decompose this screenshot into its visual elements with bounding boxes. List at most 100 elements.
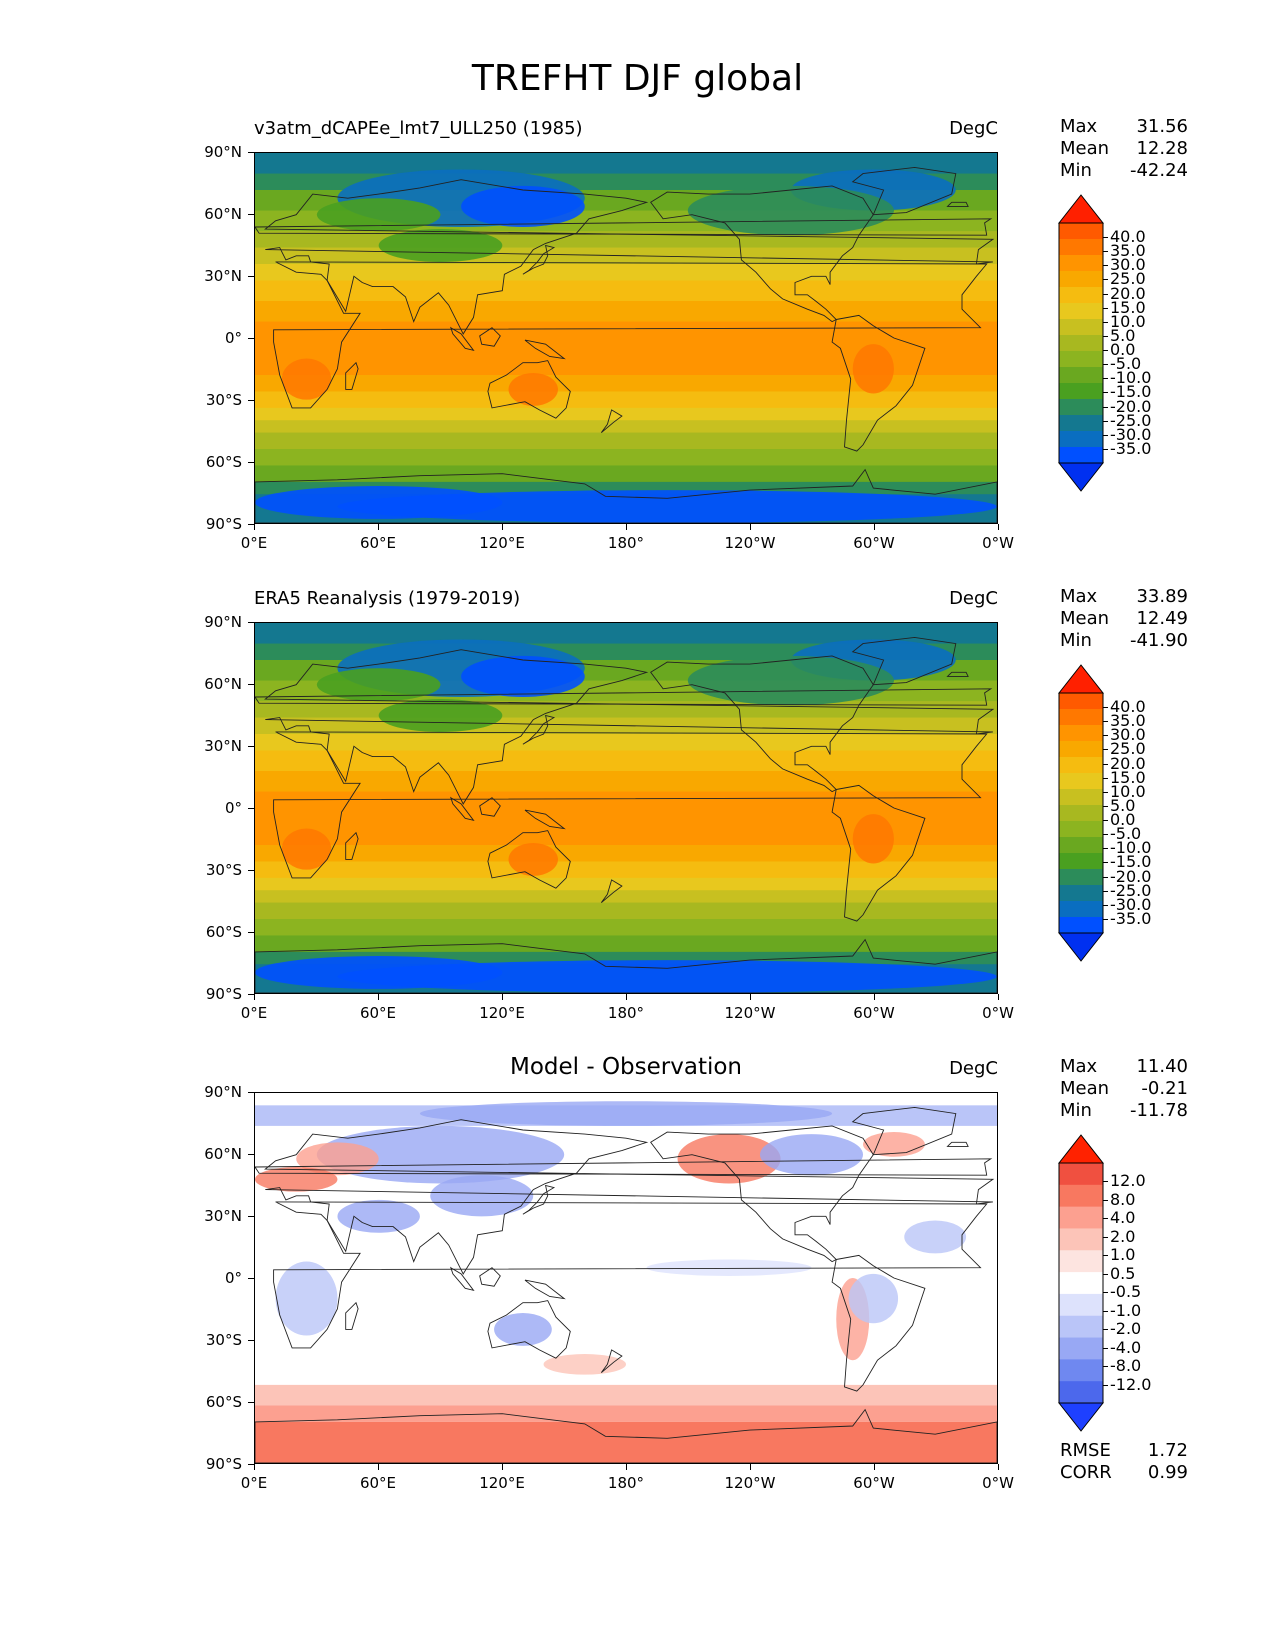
difference-band <box>255 1405 997 1422</box>
colorbar-tick-label: -4.0 <box>1110 1337 1142 1357</box>
coastline <box>522 244 556 275</box>
difference-region <box>759 1134 864 1176</box>
lon-tick <box>750 1464 751 1470</box>
colorbar-tick-label: 10.0 <box>1110 781 1146 801</box>
temperature-band <box>255 465 997 483</box>
panel-diff: Model - Observation DegC Max 11.40 Mean -0… <box>0 940 1275 1492</box>
lat-tick <box>248 1216 254 1217</box>
temperature-band <box>255 623 997 645</box>
difference-region <box>904 1220 967 1254</box>
colorbar-tick <box>1103 321 1108 323</box>
lon-tick <box>378 1464 379 1470</box>
cold-region <box>255 956 503 989</box>
lon-label: 60°W <box>853 1004 895 1022</box>
lat-label: 60°N <box>204 205 242 223</box>
stats-box: Max 33.89 Mean 12.49 Min -41.90 <box>1060 586 1188 652</box>
difference-region <box>316 1125 565 1184</box>
coastline <box>273 731 988 879</box>
colorbar-tick-label: -15.0 <box>1110 852 1152 872</box>
colorbar-tick-label: 8.0 <box>1110 1189 1136 1209</box>
colorbar-tick-label: -10.0 <box>1110 838 1152 858</box>
colorbar-tick <box>1103 862 1108 864</box>
colorbar-tick <box>1103 1273 1108 1275</box>
colorbar-tick <box>1103 392 1108 394</box>
colorbar-tick-label: 5.0 <box>1110 795 1136 815</box>
coastline <box>255 1408 997 1463</box>
lat-label: 30°N <box>204 1207 242 1225</box>
colorbar-segment <box>1059 1184 1103 1208</box>
colorbar-segment <box>1059 415 1103 432</box>
coastline <box>522 1184 556 1215</box>
coastline <box>946 1141 969 1147</box>
lon-label: 180° <box>607 1474 645 1492</box>
colorbar-tick <box>1103 406 1108 408</box>
colorbar-tick <box>1103 1255 1108 1257</box>
coastline <box>479 1267 501 1287</box>
colorbar-tick-label: -15.0 <box>1110 382 1152 402</box>
lat-tick <box>248 994 254 995</box>
colorbar-tick <box>1103 293 1108 295</box>
difference-region <box>543 1354 626 1375</box>
colorbar-tick <box>1103 1218 1108 1220</box>
colorbar-tick-label: -12.0 <box>1110 1374 1152 1394</box>
colorbar-graphic <box>1057 194 1105 492</box>
colorbar-segment <box>1059 335 1103 352</box>
colorbar-tick-label: 0.0 <box>1110 810 1136 830</box>
lon-label: 60°E <box>359 1474 397 1492</box>
coastline <box>345 1301 359 1330</box>
colorbar-tick-label: -20.0 <box>1110 396 1152 416</box>
temperature-band <box>255 264 997 281</box>
difference-region <box>848 1273 899 1324</box>
difference-region <box>863 1132 925 1157</box>
coastline <box>851 166 957 216</box>
warm-region <box>508 842 558 876</box>
temperature-band <box>255 391 997 409</box>
lon-tick <box>502 1464 503 1470</box>
panel-title: Model - Observation <box>509 1054 743 1080</box>
rmse-label: RMSE <box>1060 1440 1111 1461</box>
colorbar-tick-label: 35.0 <box>1110 711 1146 731</box>
lon-tick <box>626 1464 627 1470</box>
colorbar-tick-label: -25.0 <box>1110 410 1152 430</box>
colorbar-extend-max <box>1057 1134 1105 1164</box>
temperature-band <box>255 354 997 376</box>
temperature-band <box>255 845 997 862</box>
colorbar-segment <box>1059 773 1103 790</box>
colorbar-segment <box>1059 725 1103 742</box>
metrics-box: RMSE 1.72 CORR 0.99 <box>1060 1440 1188 1484</box>
coastline <box>831 314 926 452</box>
colorbar-tick <box>1103 237 1108 239</box>
lon-tick <box>750 524 751 530</box>
temperature-band <box>255 935 997 953</box>
lon-label: 120°E <box>479 1004 525 1022</box>
lat-tick <box>248 462 254 463</box>
temperature-band <box>255 890 997 904</box>
colorbar-segment <box>1059 239 1103 256</box>
lat-label: 60°S <box>205 453 242 471</box>
coastline <box>255 688 993 706</box>
lon-tick <box>254 1464 255 1470</box>
mean-label: Mean <box>1060 608 1110 629</box>
mean-label: Mean <box>1060 138 1110 159</box>
colorbar-tick-label: -25.0 <box>1110 880 1152 900</box>
warm-region <box>852 814 894 864</box>
map-obs <box>254 622 998 994</box>
coastline <box>851 636 957 686</box>
colorbar-segment <box>1059 351 1103 368</box>
colorbar-tick-label: 25.0 <box>1110 269 1146 289</box>
colorbar-tick <box>1103 448 1108 450</box>
difference-region <box>255 1167 338 1192</box>
map-diff <box>254 1092 998 1464</box>
lon-label: 120°W <box>724 534 776 552</box>
lat-label: 60°N <box>204 675 242 693</box>
cold-region <box>337 490 997 523</box>
colorbar-tick <box>1103 918 1108 920</box>
colorbar-tick <box>1103 820 1108 822</box>
mean-value: -0.21 <box>1141 1078 1188 1099</box>
coastline <box>650 185 874 323</box>
lon-label: 0°W <box>982 1474 1014 1492</box>
colorbar-tick <box>1103 777 1108 779</box>
lat-label: 0° <box>224 1269 242 1287</box>
colorbar-tick-label: 20.0 <box>1110 753 1146 773</box>
lat-tick <box>248 684 254 685</box>
